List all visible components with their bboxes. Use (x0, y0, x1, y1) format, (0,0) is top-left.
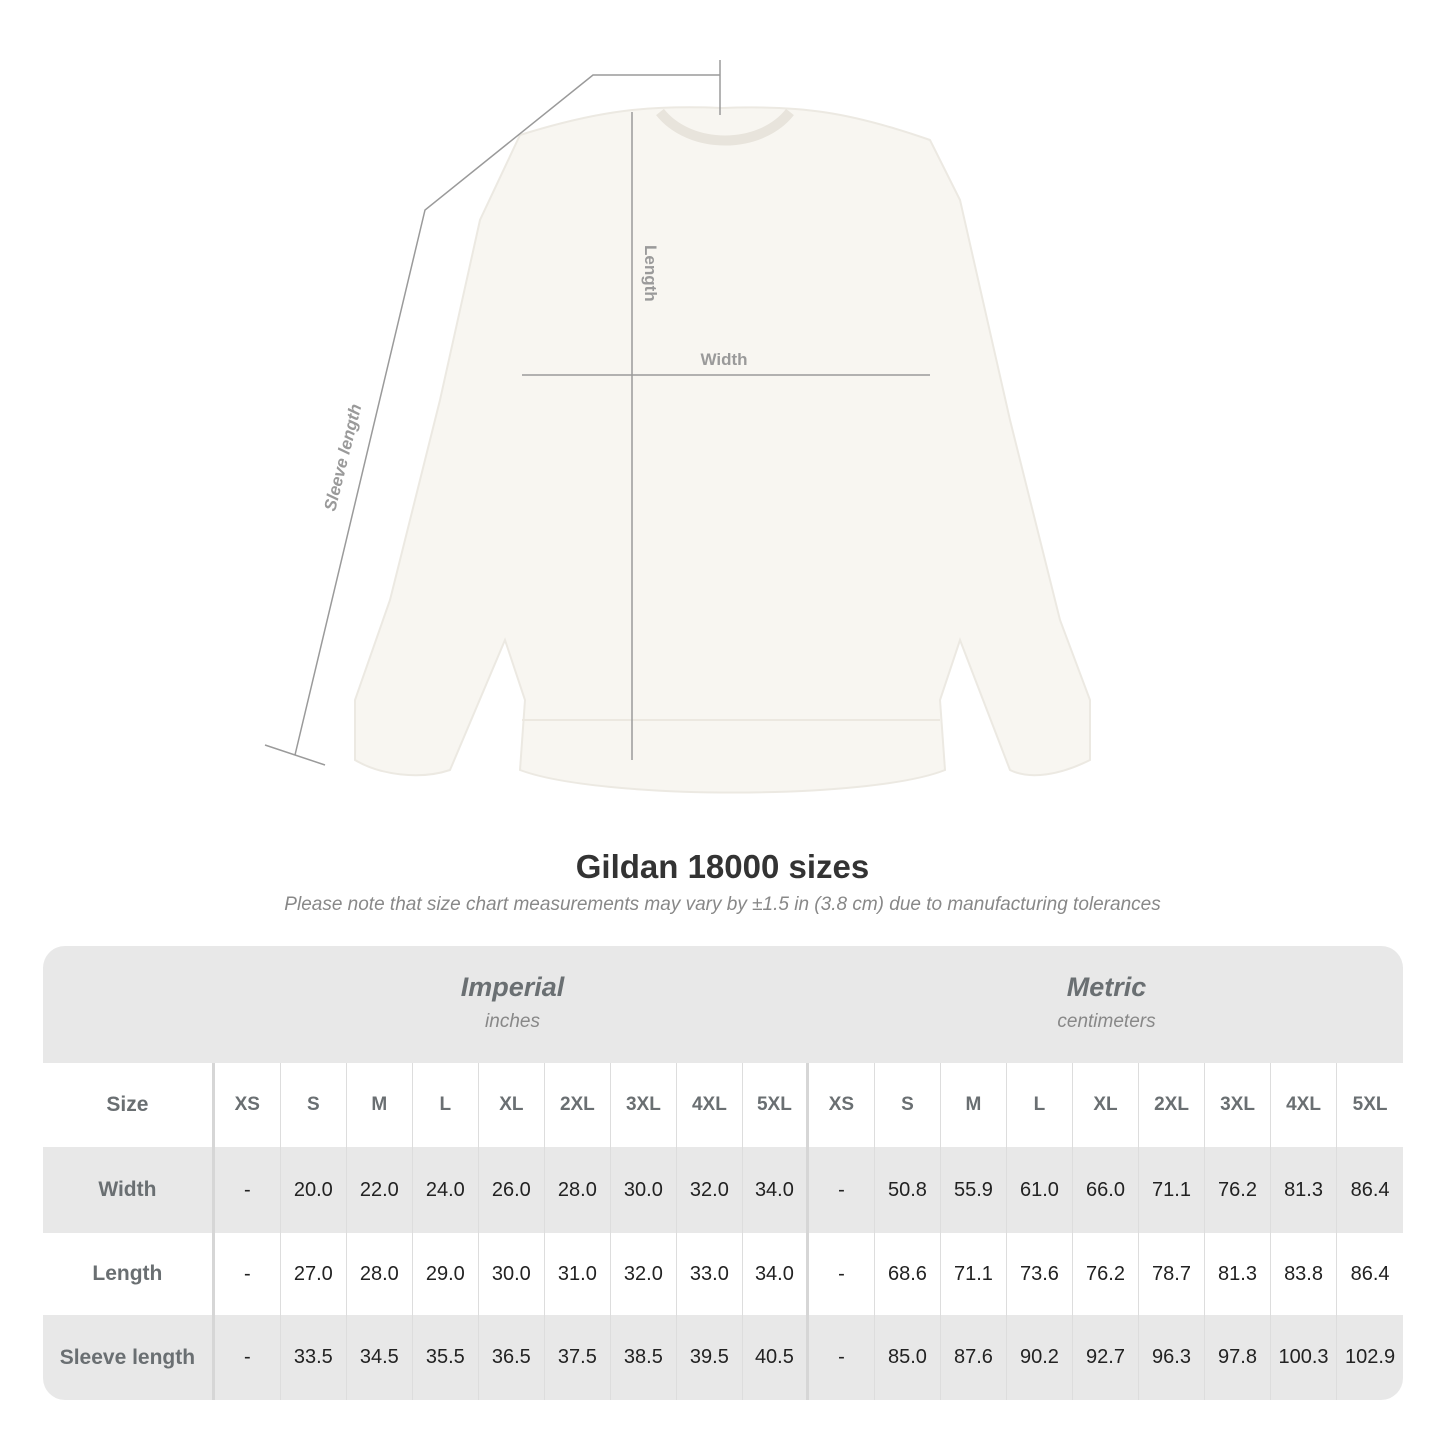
cell-imperial: 34.0 (743, 1147, 809, 1233)
cell-imperial: - (215, 1233, 281, 1315)
size-header-imperial: M (347, 1063, 413, 1147)
size-header-imperial: XS (215, 1063, 281, 1147)
cell-metric: 92.7 (1073, 1315, 1139, 1400)
cell-metric: 86.4 (1350, 1262, 1390, 1285)
size-header-row: Size XS S M L XL 2XL 3XL 4XL 5XL XS S M L XL 2XL 3XL 4XL 5… (43, 1063, 1403, 1147)
cell-metric: 83.8 (1271, 1233, 1338, 1315)
size-header-metric: S (875, 1063, 941, 1147)
cell-metric: 85.0 (875, 1315, 941, 1400)
measure-lines (264, 60, 930, 766)
size-header-metric: 2XL (1139, 1063, 1206, 1147)
row-label: Length (43, 1233, 215, 1315)
cell-metric: 78.7 (1139, 1233, 1206, 1315)
cell-metric: 81.3 (1205, 1233, 1272, 1315)
cell-metric: 87.6 (941, 1315, 1007, 1400)
cell-metric: 97.8 (1205, 1315, 1272, 1400)
length-label: Length (641, 245, 660, 302)
cell-metric: 76.2 (1073, 1233, 1139, 1315)
cell-metric: 102.9 (1345, 1346, 1396, 1368)
cell-metric: 68.6 (875, 1233, 941, 1315)
cell-metric: 73.6 (1007, 1233, 1073, 1315)
size-header-imperial: 2XL (545, 1063, 611, 1147)
cell-metric: 81.3 (1271, 1147, 1338, 1233)
table-row: Width -20.0 22.0 24.0 26.0 28.0 30.0 32.0 34.0-5… (43, 1147, 1403, 1233)
cell-metric: 61.0 (1007, 1147, 1073, 1233)
cell-metric: - (809, 1315, 875, 1400)
width-label: Width (700, 350, 747, 369)
cell-imperial: 22.0 (347, 1147, 413, 1233)
cell-metric: 100.3 (1271, 1315, 1338, 1400)
size-table: Imperial inches Metric centimeters Size X… (43, 946, 1403, 1400)
cell-metric: - (809, 1233, 875, 1315)
row-label: Size (43, 1063, 215, 1147)
size-header-imperial: XL (479, 1063, 545, 1147)
size-header-imperial: 3XL (611, 1063, 677, 1147)
cell-metric: 76.2 (1205, 1147, 1272, 1233)
cell-imperial: 31.0 (545, 1233, 611, 1315)
sleeve-length-label: Sleeve length (320, 402, 365, 513)
cell-imperial: - (215, 1147, 281, 1233)
size-header-metric: L (1007, 1063, 1073, 1147)
cell-metric: 96.3 (1139, 1315, 1206, 1400)
cell-imperial: 24.0 (413, 1147, 479, 1233)
cell-imperial: 20.0 (281, 1147, 347, 1233)
size-header-metric: XL (1073, 1063, 1139, 1147)
cell-imperial: 39.5 (677, 1315, 743, 1400)
cell-imperial: 34.0 (743, 1233, 809, 1315)
cell-imperial: 35.5 (413, 1315, 479, 1400)
size-header-metric: 5XL (1352, 1094, 1388, 1115)
cell-imperial: 28.0 (347, 1233, 413, 1315)
cell-imperial: 27.0 (281, 1233, 347, 1315)
cell-imperial: 29.0 (413, 1233, 479, 1315)
cell-metric: 71.1 (1139, 1147, 1206, 1233)
cell-imperial: 28.0 (545, 1147, 611, 1233)
metric-header: Metric centimeters (810, 946, 1403, 1063)
size-header-imperial: S (281, 1063, 347, 1147)
cell-imperial: - (215, 1315, 281, 1400)
cell-imperial: 36.5 (479, 1315, 545, 1400)
size-header-metric: 3XL (1205, 1063, 1272, 1147)
cell-imperial: 32.0 (611, 1233, 677, 1315)
table-row: Length -27.0 28.0 29.0 30.0 31.0 32.0 33.0 34.0-… (43, 1233, 1403, 1315)
tolerance-note: Please note that size chart measurements… (284, 894, 1161, 915)
cell-imperial: 34.5 (347, 1315, 413, 1400)
metric-title: Metric (1066, 972, 1147, 1002)
cell-metric: 66.0 (1073, 1147, 1139, 1233)
cell-imperial: 32.0 (677, 1147, 743, 1233)
row-label: Width (43, 1147, 215, 1233)
imperial-unit: inches (485, 1011, 540, 1032)
cell-imperial: 37.5 (545, 1315, 611, 1400)
cell-imperial: 30.0 (611, 1147, 677, 1233)
cell-imperial: 38.5 (611, 1315, 677, 1400)
metric-unit: centimeters (1057, 1011, 1156, 1032)
cell-imperial: 40.5 (743, 1315, 809, 1400)
size-header-metric: 4XL (1271, 1063, 1338, 1147)
page-title: Gildan 18000 sizes (575, 848, 870, 885)
imperial-title: Imperial (460, 972, 565, 1002)
cell-imperial: 33.0 (677, 1233, 743, 1315)
sweatshirt-diagram: Length Width Sleeve length (264, 60, 1091, 794)
sweatshirt-image (354, 106, 1091, 794)
cell-metric: 71.1 (941, 1233, 1007, 1315)
imperial-header: Imperial inches (215, 946, 810, 1063)
cell-metric: 90.2 (1007, 1315, 1073, 1400)
size-header-imperial: 5XL (743, 1063, 809, 1147)
row-label: Sleeve length (43, 1315, 215, 1400)
cell-imperial: 30.0 (479, 1233, 545, 1315)
size-header-metric: M (941, 1063, 1007, 1147)
size-header-imperial: 4XL (677, 1063, 743, 1147)
table-row: Sleeve length -33.5 34.5 35.5 36.5 37.5 38.5 39… (43, 1315, 1403, 1400)
cell-imperial: 33.5 (281, 1315, 347, 1400)
cell-metric: 55.9 (941, 1147, 1007, 1233)
cell-metric: - (809, 1147, 875, 1233)
size-header-imperial: L (413, 1063, 479, 1147)
cell-metric: 86.4 (1350, 1178, 1390, 1201)
cell-metric: 50.8 (875, 1147, 941, 1233)
cell-imperial: 26.0 (479, 1147, 545, 1233)
size-header-metric: XS (809, 1063, 875, 1147)
